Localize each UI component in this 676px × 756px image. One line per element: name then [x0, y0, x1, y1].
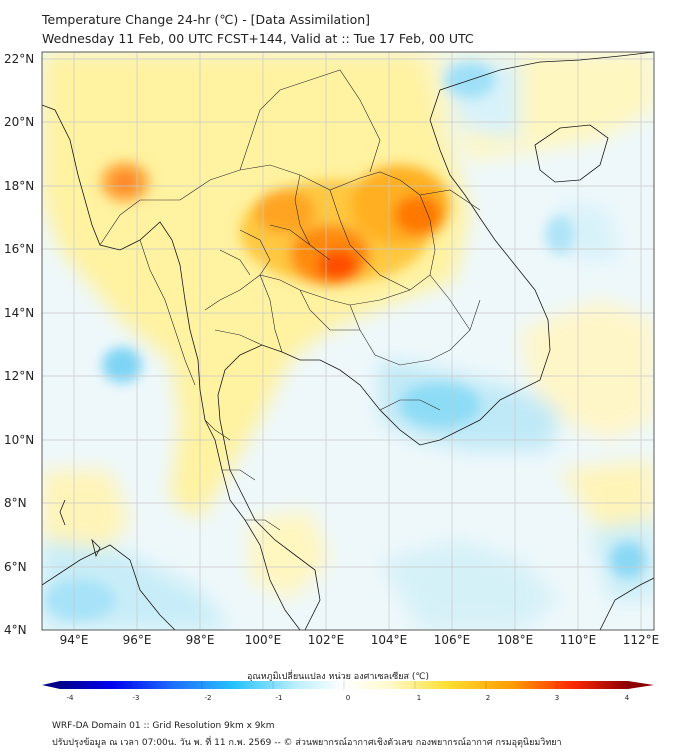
- lon-label: 94°E: [59, 633, 89, 647]
- temperature-field: [42, 52, 654, 630]
- map-frame: [41, 51, 655, 631]
- colorbar-min-arrow: [42, 681, 60, 689]
- lat-label: 8°N: [4, 496, 27, 510]
- lon-label: 106°E: [433, 633, 471, 647]
- colorbar: [42, 681, 654, 689]
- colorbar-tick: 4: [624, 694, 630, 702]
- colorbar-tick: 0: [345, 694, 351, 702]
- map-title: Temperature Change 24-hr (℃) - [Data Ass…: [42, 12, 371, 27]
- colorbar-tick: -1: [275, 694, 283, 702]
- lat-label: 4°N: [4, 623, 27, 637]
- colorbar-tick: -4: [66, 694, 74, 702]
- footer-credit: ปรับปรุงข้อมูล ณ เวลา 07:00น. วัน พ. ที่…: [52, 738, 562, 748]
- lon-label: 104°E: [370, 633, 408, 647]
- lat-label: 14°N: [4, 306, 35, 320]
- lat-label: 12°N: [4, 369, 35, 383]
- lat-label: 6°N: [4, 560, 27, 574]
- colorbar-gradient: [60, 681, 628, 689]
- colorbar-title: อุณหภูมิเปลี่ยนแปลง หน่วย องศาเซลเซียส (…: [246, 672, 430, 682]
- colorbar-tick: 1: [416, 694, 422, 702]
- lat-label: 22°N: [4, 52, 35, 66]
- lon-label: 96°E: [122, 633, 152, 647]
- colorbar-max-arrow: [628, 681, 654, 689]
- colorbar-tick: 3: [554, 694, 560, 702]
- lon-label: 110°E: [559, 633, 597, 647]
- colorbar-tick: 2: [485, 694, 491, 702]
- colorbar-tick: -3: [132, 694, 140, 702]
- lon-label: 98°E: [185, 633, 215, 647]
- map-subtitle: Wednesday 11 Feb, 00 UTC FCST+144, Valid…: [42, 31, 474, 46]
- lat-label: 20°N: [4, 115, 35, 129]
- footer-model-info: WRF-DA Domain 01 :: Grid Resolution 9km …: [52, 721, 275, 731]
- lat-label: 16°N: [4, 242, 35, 256]
- colorbar-tick: -2: [204, 694, 212, 702]
- graticule: [42, 52, 654, 630]
- admin-borders: [99, 69, 481, 531]
- lon-label: 112°E: [622, 633, 660, 647]
- lon-label: 108°E: [496, 633, 534, 647]
- lon-label: 100°E: [244, 633, 282, 647]
- lat-label: 10°N: [4, 433, 35, 447]
- lat-label: 18°N: [4, 179, 35, 193]
- lon-label: 102°E: [307, 633, 345, 647]
